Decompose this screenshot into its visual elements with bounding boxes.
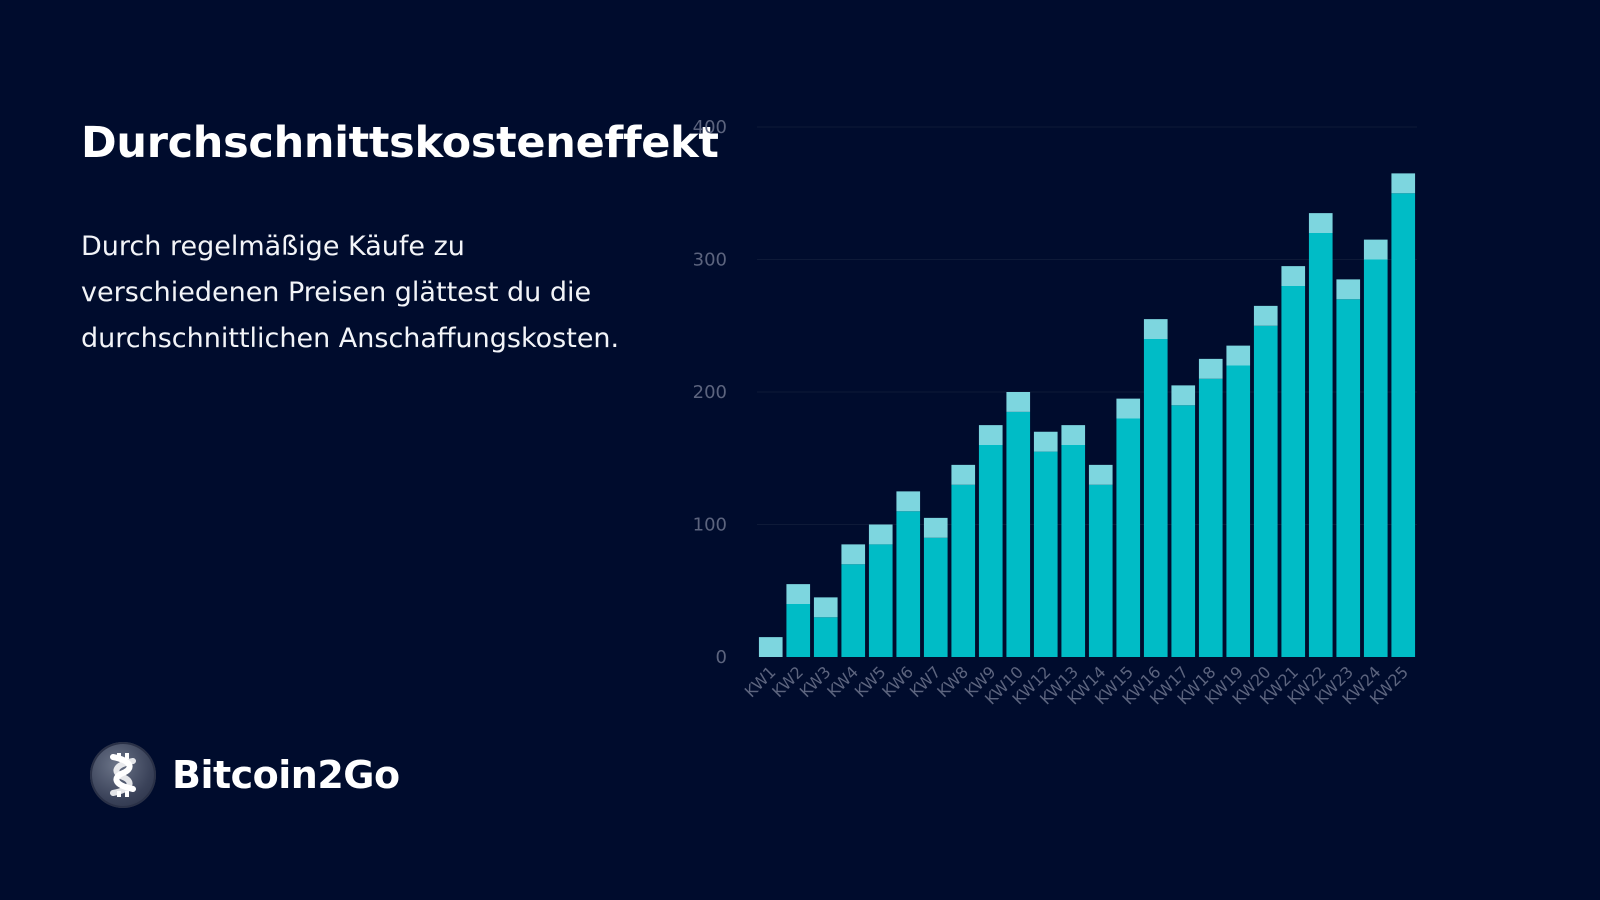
y-tick-label: 100 bbox=[693, 515, 727, 536]
bar-base-kw24 bbox=[1363, 259, 1388, 657]
bar-top-kw14 bbox=[1088, 464, 1113, 485]
bar-top-kw1 bbox=[758, 637, 783, 657]
bar-base-kw19 bbox=[1226, 365, 1251, 657]
bar-base-kw4 bbox=[841, 564, 866, 657]
bar-base-kw22 bbox=[1308, 233, 1333, 657]
brand[interactable]: Bitcoin2Go bbox=[90, 742, 400, 808]
bar-top-kw13 bbox=[1061, 425, 1086, 445]
bar-base-kw18 bbox=[1198, 378, 1223, 657]
bar-base-kw5 bbox=[868, 544, 893, 657]
bar-top-kw21 bbox=[1281, 266, 1306, 286]
y-tick-label: 200 bbox=[693, 382, 727, 403]
bar-base-kw17 bbox=[1171, 405, 1196, 657]
bar-base-kw15 bbox=[1116, 418, 1141, 657]
bar-top-kw7 bbox=[923, 517, 948, 538]
bar-top-kw19 bbox=[1226, 345, 1251, 366]
bar-base-kw16 bbox=[1143, 339, 1168, 657]
bar-base-kw8 bbox=[951, 484, 976, 657]
y-tick-label: 400 bbox=[693, 117, 727, 138]
bar-top-kw8 bbox=[951, 464, 976, 485]
bar-base-kw6 bbox=[896, 511, 921, 657]
page-title: Durchschnittskosteneffekt bbox=[81, 118, 719, 168]
y-tick-label: 300 bbox=[693, 250, 727, 271]
brand-name: Bitcoin2Go bbox=[172, 753, 400, 797]
bar-base-kw21 bbox=[1281, 286, 1306, 657]
bar-top-kw9 bbox=[978, 425, 1003, 445]
bar-base-kw10 bbox=[1006, 411, 1031, 657]
description-text: Durch regelmäßige Käufe zu verschiedenen… bbox=[81, 231, 620, 354]
bar-top-kw22 bbox=[1308, 213, 1333, 233]
bar-top-kw15 bbox=[1116, 398, 1141, 419]
bar-base-kw2 bbox=[786, 604, 811, 657]
bar-base-kw14 bbox=[1088, 484, 1113, 657]
bar-base-kw25 bbox=[1391, 193, 1416, 657]
bar-top-kw5 bbox=[868, 524, 893, 545]
bar-top-kw16 bbox=[1143, 319, 1168, 339]
bar-top-kw12 bbox=[1033, 431, 1058, 452]
bar-base-kw23 bbox=[1336, 299, 1361, 657]
bar-top-kw6 bbox=[896, 491, 921, 512]
bar-top-kw10 bbox=[1006, 392, 1031, 412]
bar-base-kw9 bbox=[978, 445, 1003, 657]
bar-base-kw7 bbox=[923, 537, 948, 657]
bar-top-kw18 bbox=[1198, 358, 1223, 379]
bar-top-kw24 bbox=[1363, 239, 1388, 260]
bar-top-kw17 bbox=[1171, 385, 1196, 406]
bar-base-kw20 bbox=[1253, 325, 1278, 657]
bar-base-kw13 bbox=[1061, 445, 1086, 657]
bar-top-kw3 bbox=[813, 597, 838, 618]
bar-top-kw23 bbox=[1336, 279, 1361, 300]
bar-top-kw2 bbox=[786, 584, 811, 604]
bitcoin-helix-logo-icon bbox=[90, 742, 156, 808]
y-tick-label: 0 bbox=[716, 647, 727, 668]
bar-base-kw12 bbox=[1033, 451, 1058, 657]
bar-top-kw20 bbox=[1253, 305, 1278, 326]
bar-top-kw25 bbox=[1391, 173, 1416, 194]
bar-top-kw4 bbox=[841, 544, 866, 565]
bar-base-kw3 bbox=[813, 617, 838, 657]
